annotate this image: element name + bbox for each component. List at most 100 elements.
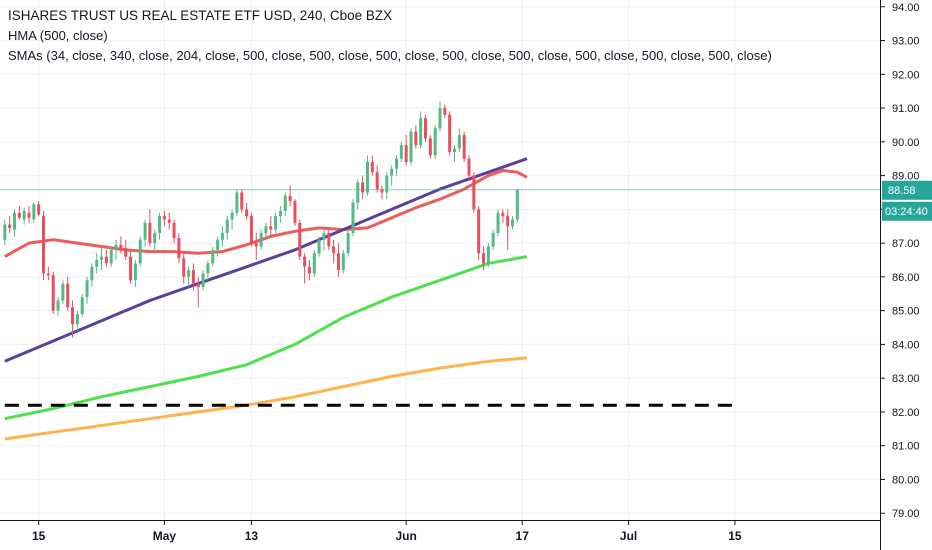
candle-body xyxy=(303,256,307,267)
candle xyxy=(153,229,157,254)
candle xyxy=(428,135,432,159)
candle-body xyxy=(177,238,181,259)
candle xyxy=(462,131,466,163)
candle-body xyxy=(56,300,60,311)
price-tick-label: 90.00 xyxy=(892,137,920,149)
candle-body xyxy=(515,189,519,220)
price-tick-label: 93.00 xyxy=(892,36,920,48)
candle-body xyxy=(438,108,442,129)
candle xyxy=(211,246,215,267)
candle xyxy=(336,243,340,277)
candle-body xyxy=(312,253,316,274)
candle xyxy=(443,104,447,119)
candle xyxy=(109,246,113,267)
candle-body xyxy=(278,211,282,217)
candle-body xyxy=(17,212,21,218)
candle xyxy=(453,145,457,163)
candle-body xyxy=(66,283,70,308)
candle xyxy=(259,229,263,250)
ma-line-sma340 xyxy=(4,356,528,441)
time-tick-label: 13 xyxy=(245,529,259,543)
candle xyxy=(61,280,65,304)
candle-body xyxy=(109,249,113,264)
time-tick-label: Jun xyxy=(395,529,416,543)
price-tick-label: 86.00 xyxy=(892,272,920,284)
candle-body xyxy=(114,244,118,250)
ma-line-hma xyxy=(4,169,528,258)
price-axis[interactable]: 79.00 80.00 81.00 82.00 83.00 84.00 85.00 86.00… xyxy=(880,0,932,550)
candle xyxy=(22,207,26,225)
candle xyxy=(225,216,229,240)
candle xyxy=(104,249,108,267)
candle-body xyxy=(158,216,162,233)
candle xyxy=(196,276,200,308)
candle xyxy=(448,111,452,156)
candle-body xyxy=(274,216,278,230)
candle-body xyxy=(42,216,46,274)
price-tick-label: 89.00 xyxy=(892,171,920,183)
candle-body xyxy=(390,168,394,176)
candle xyxy=(71,300,75,338)
candles xyxy=(3,101,519,338)
candle xyxy=(206,260,210,281)
candle-body xyxy=(37,204,41,215)
candle xyxy=(491,229,495,250)
candle xyxy=(230,209,234,230)
candle xyxy=(235,189,239,217)
legend-hma[interactable]: HMA (500, close) xyxy=(8,28,108,43)
candle-body xyxy=(462,135,466,159)
candle-body xyxy=(322,232,326,240)
price-tags: 88.58 03:24:40 xyxy=(882,180,932,221)
candle xyxy=(501,209,505,223)
candle-body xyxy=(191,270,195,284)
candle-body xyxy=(225,219,229,233)
time-tick-label: 15 xyxy=(728,529,742,543)
candle xyxy=(177,232,181,264)
candle xyxy=(37,200,41,217)
candle xyxy=(133,260,137,288)
candle-body xyxy=(317,239,321,254)
candle-body xyxy=(511,219,515,227)
candle-body xyxy=(80,297,84,315)
time-axis[interactable]: 15 May 13 Jun 17 Jul 15 xyxy=(0,520,880,550)
price-tick-label: 91.00 xyxy=(892,103,920,115)
candle xyxy=(264,222,268,240)
candle-body xyxy=(27,212,31,218)
candle xyxy=(249,212,253,247)
candle-body xyxy=(196,283,200,288)
candle-body xyxy=(220,232,224,240)
candle xyxy=(85,276,89,304)
candle-body xyxy=(414,131,418,146)
candle-body xyxy=(298,222,302,257)
candle xyxy=(467,155,471,179)
candle-body xyxy=(332,246,336,254)
time-tick-label: Jul xyxy=(620,529,637,543)
candle-body xyxy=(75,314,79,325)
candle xyxy=(375,165,379,193)
candle xyxy=(143,219,147,247)
legend-title[interactable]: ISHARES TRUST US REAL ESTATE ETF USD, 24… xyxy=(8,8,393,23)
candle-body xyxy=(375,172,379,190)
candle xyxy=(511,216,515,230)
legend-smas[interactable]: SMAs (34, close, 340, close, 204, close,… xyxy=(8,48,772,63)
candle-body xyxy=(453,148,457,152)
candle-body xyxy=(394,158,398,169)
candle-body xyxy=(148,222,152,244)
candle xyxy=(172,219,176,244)
candle xyxy=(332,239,336,264)
candle xyxy=(17,205,21,220)
time-axis-bg xyxy=(0,520,880,550)
candle-body xyxy=(336,253,340,271)
candle-body xyxy=(119,244,123,249)
candle xyxy=(51,271,55,315)
last-price-tag xyxy=(882,180,932,200)
candle xyxy=(13,209,17,237)
candle xyxy=(482,246,486,271)
candle-body xyxy=(370,162,374,173)
candle xyxy=(409,128,413,166)
candle-body xyxy=(361,182,365,193)
candle xyxy=(3,219,7,245)
candle-body xyxy=(259,232,263,247)
time-tick-label: 15 xyxy=(32,529,46,543)
